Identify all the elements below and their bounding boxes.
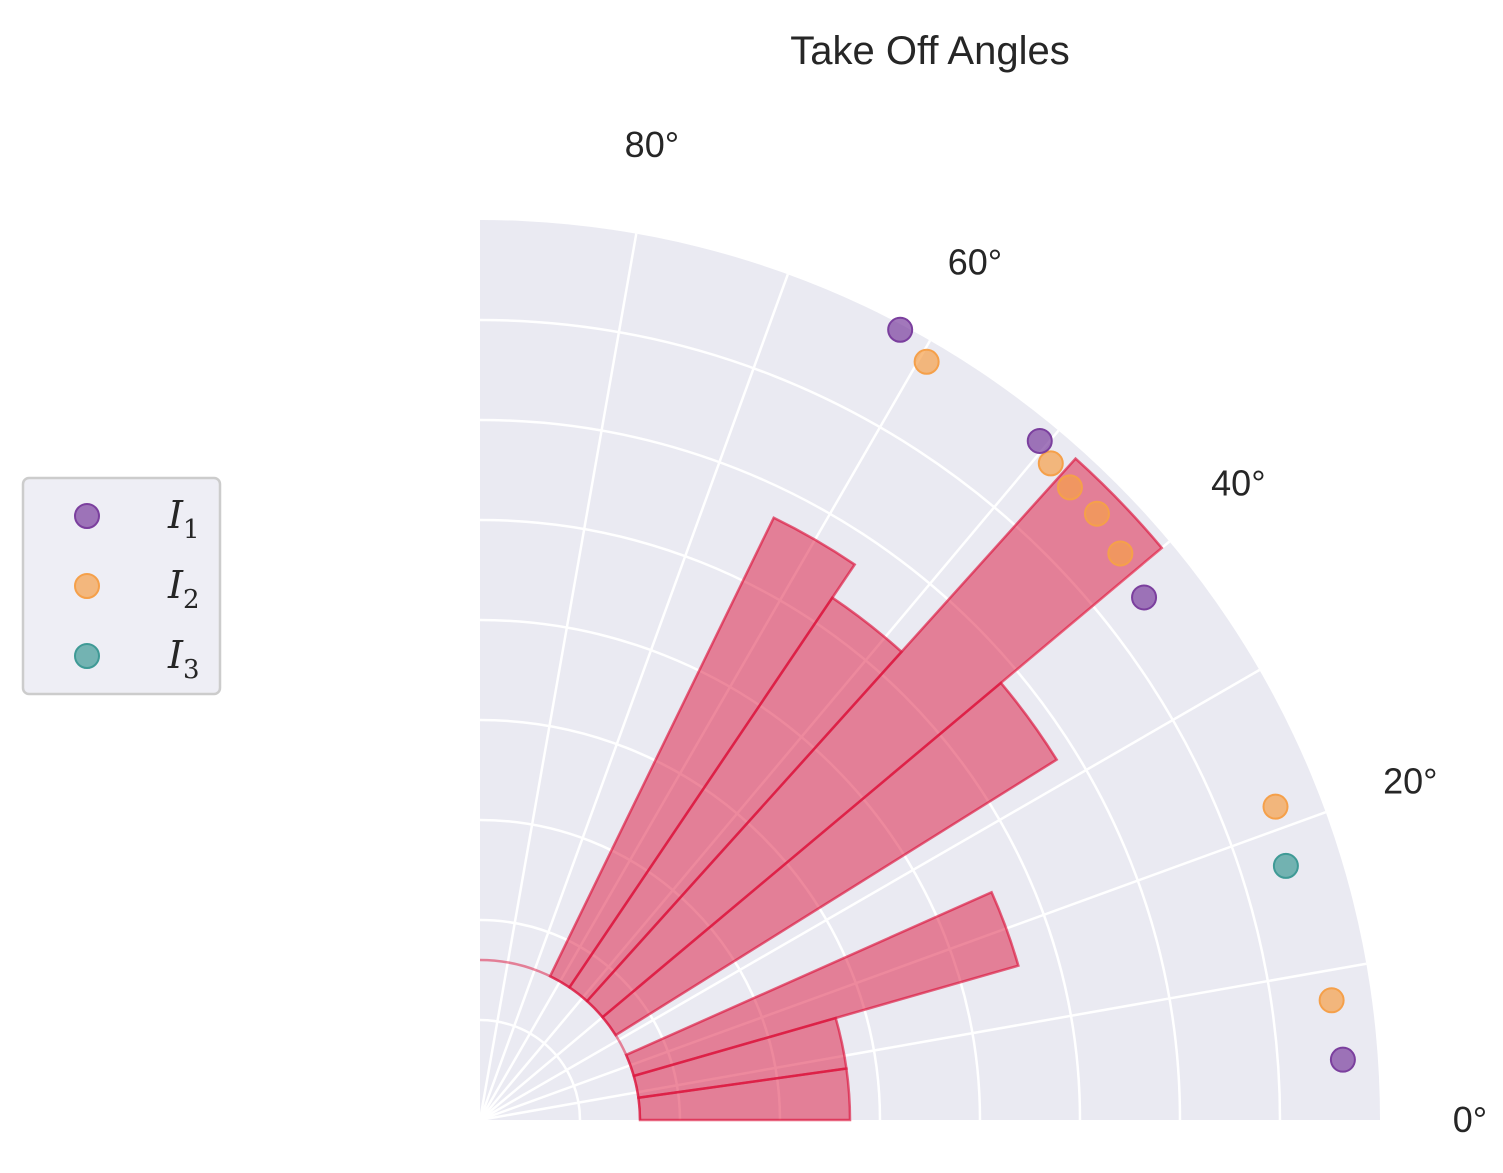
point-i2 [1108,541,1132,565]
chart-title: Take Off Angles [790,29,1069,73]
angle-tick-label: 0° [1453,1099,1487,1140]
point-i2 [1264,795,1288,819]
angle-tick-label: 80° [625,124,679,165]
point-i1 [1331,1048,1355,1072]
legend-marker [75,504,99,528]
point-i2 [1085,502,1109,526]
point-i3 [1274,854,1298,878]
point-i2 [1039,451,1063,475]
legend-marker [75,574,99,598]
point-i2 [915,350,939,374]
point-i1 [888,318,912,342]
point-i2 [1320,988,1344,1012]
point-i2 [1058,475,1082,499]
legend-marker [75,644,99,668]
angle-tick-label: 20° [1383,760,1437,801]
angle-tick-label: 40° [1211,463,1265,504]
point-i1 [1132,585,1156,609]
angle-tick-label: 60° [948,242,1002,283]
point-i1 [1028,429,1052,453]
